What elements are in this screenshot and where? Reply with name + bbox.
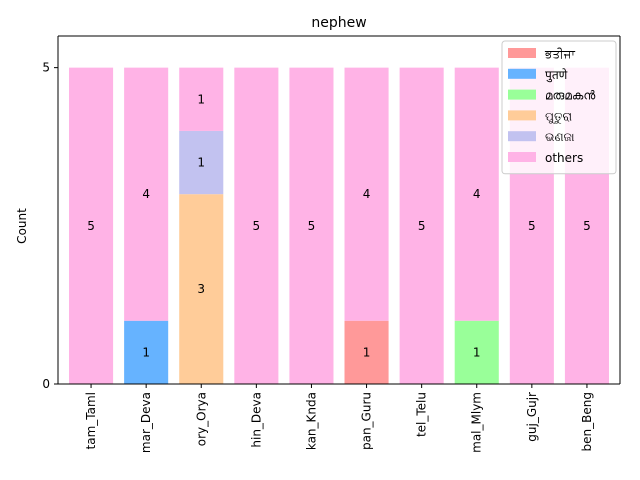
bar-pan_Guru-series-5	[344, 67, 389, 321]
bar-mar_Deva-series-1	[124, 320, 169, 384]
bar-mal_Mlym-series-5	[454, 67, 499, 321]
legend-label-2: മരുമകൻ	[545, 89, 595, 103]
y-axis-label: Count	[15, 208, 29, 244]
bar-mal_Mlym-series-2	[454, 320, 499, 384]
x-tick-label-ben_Beng: ben_Beng	[580, 392, 594, 451]
y-tick-label-0: 0	[42, 377, 50, 391]
x-tick-label-tam_Taml: tam_Taml	[84, 392, 98, 449]
bars-group	[69, 67, 609, 385]
legend-swatch-3	[508, 110, 536, 121]
bar-hin_Deva-series-5	[234, 67, 279, 385]
legend-swatch-2	[508, 89, 536, 100]
chart-title: nephew	[311, 15, 366, 31]
bar-label-ory_Orya-series-5: 1	[197, 92, 205, 106]
legend-label-1: पुतणे	[545, 68, 568, 83]
legend-label-0: ਭਤੀਜਾ	[544, 47, 575, 61]
bar-label-ory_Orya-series-4: 1	[197, 156, 205, 170]
legend-label-5: others	[545, 151, 583, 165]
bar-label-mal_Mlym-series-2: 1	[473, 345, 481, 359]
bar-label-pan_Guru-series-0: 1	[363, 345, 371, 359]
axes-group: 0 5 tam_Taml mar_Deva ory_Orya hin_Deva kan_Kn…	[42, 35, 621, 453]
legend-swatch-1	[508, 68, 536, 79]
bar-label-mar_Deva-series-5: 4	[142, 187, 150, 201]
x-tick-label-mal_Mlym: mal_Mlym	[470, 392, 484, 453]
x-tick-label-hin_Deva: hin_Deva	[249, 392, 263, 448]
x-tick-label-guj_Gujr: guj_Gujr	[525, 392, 539, 442]
x-tick-label-pan_Guru: pan_Guru	[360, 392, 374, 450]
legend-swatch-5	[508, 152, 536, 162]
bar-label-tam_Taml-series-5: 5	[87, 219, 95, 233]
bar-tam_Taml-series-5	[69, 67, 114, 385]
legend-label-3: ପୁତୁରା	[545, 109, 573, 124]
bar-pan_Guru-series-0	[344, 320, 389, 384]
bar-kan_Knda-series-5	[289, 67, 334, 385]
bar-label-mar_Deva-series-1: 1	[142, 345, 150, 359]
x-tick-label-ory_Orya: ory_Orya	[194, 392, 208, 446]
legend-label-4: ଭଣଜା	[545, 130, 575, 144]
bar-ory_Orya-series-5	[179, 67, 224, 131]
x-tick-label-mar_Deva: mar_Deva	[139, 392, 153, 453]
bar-label-guj_Gujr-series-5: 5	[528, 219, 536, 233]
bar-label-ben_Beng-series-5: 5	[583, 219, 591, 233]
bar-label-ory_Orya-series-3: 3	[197, 282, 205, 296]
x-tick-label-tel_Telu: tel_Telu	[415, 392, 429, 437]
bar-labels-group: 5 1 4 3 1 1 5 5 1 4 5 1 4 5 5	[87, 92, 591, 359]
legend-swatch-4	[508, 131, 536, 142]
bar-tel_Telu-series-5	[399, 67, 444, 385]
bar-ory_Orya-series-4	[179, 130, 224, 195]
y-tick-label-5: 5	[42, 61, 50, 75]
bar-label-pan_Guru-series-5: 4	[363, 187, 371, 201]
bar-label-tel_Telu-series-5: 5	[418, 219, 426, 233]
x-tick-label-kan_Knda: kan_Knda	[304, 392, 318, 450]
bar-ory_Orya-series-3	[179, 194, 224, 384]
bar-label-hin_Deva-series-5: 5	[253, 219, 261, 233]
legend: ਭਤੀਜਾ पुतणे മരുമകൻ ପୁତୁରା ଭଣଜା others	[501, 40, 617, 175]
bar-label-mal_Mlym-series-5: 4	[473, 187, 481, 201]
bar-label-kan_Knda-series-5: 5	[308, 219, 316, 233]
legend-swatch-0	[508, 48, 536, 58]
bar-mar_Deva-series-5	[124, 67, 169, 321]
